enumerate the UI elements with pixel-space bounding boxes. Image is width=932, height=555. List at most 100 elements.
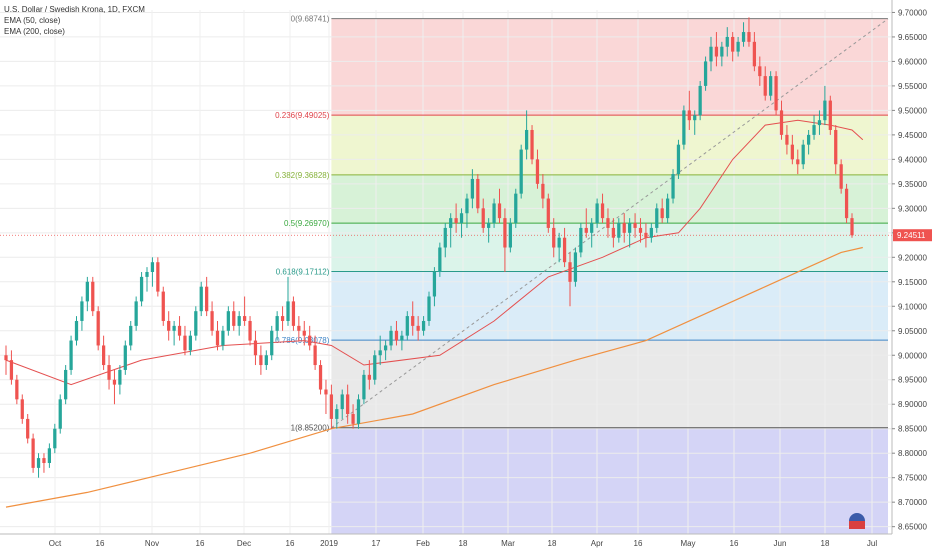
candle [26, 414, 30, 444]
candle-body [459, 213, 464, 224]
candle-body [703, 61, 708, 86]
candle-body [698, 85, 702, 116]
candle-body [286, 301, 290, 321]
chart-title: U.S. Dollar / Swedish Krona, 1D, FXCM [4, 5, 145, 14]
candle-body [470, 178, 475, 199]
time-axis-bg [0, 534, 892, 550]
candle-body [541, 183, 545, 199]
chart-legend: U.S. Dollar / Swedish Krona, 1D, FXCM EM… [4, 4, 145, 37]
candle-body [503, 218, 507, 248]
candle-body [579, 227, 583, 253]
candle [508, 218, 512, 253]
candle [194, 306, 198, 341]
candle-body [812, 125, 816, 135]
candle [617, 218, 621, 243]
fib-label: 0.236(9.49025) [275, 111, 330, 120]
candle-body [421, 320, 426, 331]
candle [633, 213, 637, 238]
candle [297, 316, 301, 341]
candle [432, 267, 437, 307]
candle-body [4, 355, 8, 361]
candle [291, 296, 296, 331]
time-tick-label: 16 [634, 539, 643, 548]
candle-body [199, 286, 203, 312]
candle [101, 335, 106, 370]
candle [736, 36, 740, 57]
candle [703, 56, 708, 91]
candle [264, 350, 268, 370]
candle-body [107, 365, 111, 380]
candle-body [741, 32, 746, 42]
candle-body [823, 100, 827, 121]
candle [248, 316, 252, 346]
candle-body [600, 203, 605, 219]
price-tick-label: 9.30000 [898, 204, 927, 213]
candle [665, 193, 670, 224]
candle [459, 208, 464, 238]
candle-body [270, 330, 274, 356]
candle [69, 335, 73, 375]
candle [590, 218, 594, 248]
candle-body [118, 369, 122, 385]
candle-body [828, 100, 832, 130]
candle [655, 203, 659, 233]
candle-body [31, 438, 35, 468]
candle [541, 174, 545, 209]
candle [340, 389, 344, 419]
candle [411, 301, 415, 336]
candle [492, 198, 496, 228]
candle-body [850, 218, 854, 236]
candle-body [617, 223, 621, 238]
candle-body [844, 188, 849, 219]
candle [36, 453, 41, 478]
candle [318, 360, 323, 395]
time-tick-label: 2019 [320, 539, 338, 548]
ema50-legend: EMA (50, close) [4, 16, 61, 25]
candle-body [42, 458, 46, 463]
candle [107, 355, 111, 390]
candle-body [69, 340, 73, 370]
price-tick-label: 8.70000 [898, 498, 927, 507]
price-tick-label: 9.20000 [898, 253, 927, 262]
candle [709, 36, 713, 72]
price-tick-label: 9.60000 [898, 57, 927, 66]
candle [205, 276, 209, 317]
last-price-label: 9.24511 [897, 231, 926, 240]
candle-body [774, 76, 778, 111]
candle-body [351, 414, 355, 424]
time-tick-label: 16 [96, 539, 105, 548]
candle-body [427, 296, 431, 321]
flag-logo-stripe [849, 521, 865, 529]
time-tick-label: Jun [774, 539, 787, 548]
fib-zone [331, 115, 888, 175]
candle-body [156, 262, 160, 292]
candle-body [47, 448, 52, 463]
candles [4, 17, 854, 478]
candle [188, 330, 193, 356]
candle [579, 223, 583, 258]
candle-body [394, 330, 399, 341]
candle-body [80, 301, 84, 321]
candle [427, 291, 431, 326]
candle-body [416, 325, 420, 331]
candle [15, 374, 19, 405]
candle [150, 257, 155, 287]
candle [438, 242, 442, 277]
candle [676, 139, 681, 179]
time-tick-label: Dec [237, 539, 251, 548]
candle-body [671, 174, 675, 199]
candle [758, 56, 762, 86]
candle-body [188, 335, 193, 351]
candle-body [709, 46, 713, 62]
candle-body [535, 159, 540, 184]
candle-body [622, 223, 626, 233]
candle-body [736, 41, 740, 52]
time-tick-label: 16 [196, 539, 205, 548]
candle-body [215, 330, 220, 346]
fib-label: 0(9.68741) [291, 15, 330, 24]
candle [834, 125, 838, 175]
candle-body [687, 110, 691, 121]
candle [177, 316, 182, 341]
